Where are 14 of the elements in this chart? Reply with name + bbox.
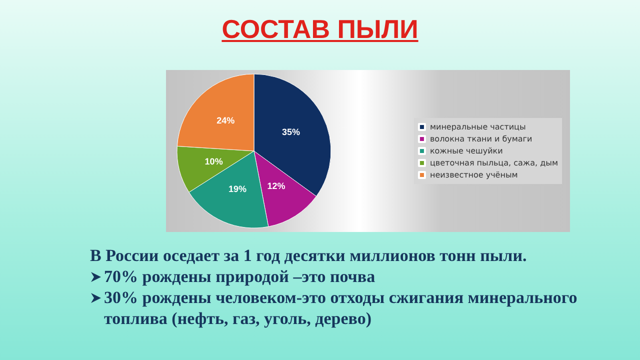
chart-title: СОСТАВ ПЫЛИ <box>220 14 420 45</box>
data-label: 35% <box>282 127 300 138</box>
data-label: 12% <box>267 181 286 192</box>
data-label: 19% <box>228 184 247 194</box>
data-label: 10% <box>204 156 223 166</box>
legend-label: цветочная пыльца, сажа, дым <box>430 158 558 168</box>
text: 70% рождены природой –это почва <box>104 267 376 286</box>
data-label: 24% <box>216 116 235 126</box>
legend-label: неизвестное учёным <box>430 170 518 180</box>
text: В России оседает за 1 год десятки миллионов тонн пыли. <box>90 246 527 265</box>
legend-label: кожные чешуйки <box>430 146 503 156</box>
legend-label: минеральные частицы <box>430 122 526 132</box>
legend-label: волокна ткани и бумаги <box>430 134 532 144</box>
text: 30% рождены человеком-это отходы сжигания минерального топлива (нефть, газ, уголь, дерево) <box>104 288 578 328</box>
